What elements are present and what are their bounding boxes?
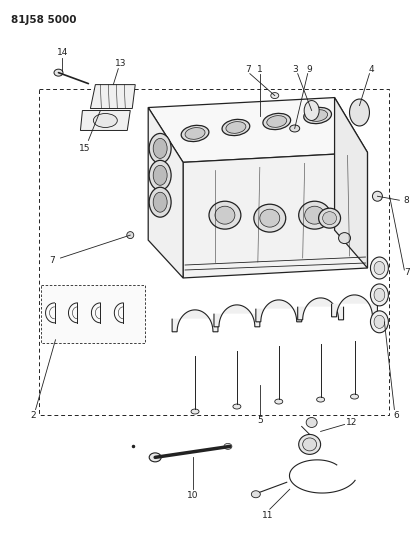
Text: 1: 1 — [256, 65, 262, 74]
Ellipse shape — [303, 107, 331, 124]
Ellipse shape — [373, 315, 384, 328]
Text: 81J58 5000: 81J58 5000 — [11, 15, 76, 25]
Ellipse shape — [304, 101, 318, 120]
Text: 2: 2 — [31, 411, 36, 420]
Ellipse shape — [322, 212, 336, 224]
Polygon shape — [214, 305, 259, 327]
Ellipse shape — [304, 206, 324, 224]
Ellipse shape — [54, 69, 63, 76]
Polygon shape — [90, 85, 135, 109]
Ellipse shape — [93, 114, 117, 127]
Ellipse shape — [149, 133, 171, 163]
Ellipse shape — [214, 206, 234, 224]
Text: 8: 8 — [403, 196, 408, 205]
Ellipse shape — [316, 397, 324, 402]
Ellipse shape — [302, 438, 316, 451]
Polygon shape — [183, 152, 367, 278]
Text: 3: 3 — [291, 65, 297, 74]
Polygon shape — [331, 295, 377, 317]
Ellipse shape — [338, 232, 350, 244]
Text: 11: 11 — [261, 511, 273, 520]
Text: 10: 10 — [187, 491, 198, 500]
Ellipse shape — [153, 165, 167, 185]
Text: 5: 5 — [256, 416, 262, 425]
Ellipse shape — [307, 110, 327, 122]
Ellipse shape — [209, 201, 240, 229]
Bar — [40, 285, 145, 343]
Ellipse shape — [370, 257, 387, 279]
Ellipse shape — [190, 409, 199, 414]
Ellipse shape — [149, 187, 171, 217]
Ellipse shape — [289, 125, 299, 132]
Text: 7: 7 — [404, 269, 409, 278]
Ellipse shape — [251, 491, 260, 498]
Text: 4: 4 — [368, 65, 373, 74]
Polygon shape — [334, 98, 367, 268]
Ellipse shape — [259, 209, 279, 227]
Ellipse shape — [223, 443, 231, 449]
Ellipse shape — [185, 127, 204, 139]
Polygon shape — [148, 98, 367, 163]
Text: 9: 9 — [306, 65, 312, 74]
Ellipse shape — [370, 311, 387, 333]
Text: 7: 7 — [244, 65, 250, 74]
Ellipse shape — [270, 93, 278, 99]
Ellipse shape — [318, 208, 340, 228]
Ellipse shape — [181, 125, 209, 142]
Ellipse shape — [153, 139, 167, 158]
Ellipse shape — [274, 399, 282, 404]
Ellipse shape — [149, 160, 171, 190]
Ellipse shape — [298, 201, 330, 229]
Ellipse shape — [225, 122, 245, 133]
Polygon shape — [297, 298, 343, 320]
Text: 12: 12 — [345, 418, 356, 427]
Bar — [38, 88, 389, 415]
Polygon shape — [172, 310, 217, 332]
Ellipse shape — [262, 114, 290, 130]
Ellipse shape — [298, 434, 320, 454]
Ellipse shape — [221, 119, 249, 135]
Text: 7: 7 — [50, 255, 55, 264]
Ellipse shape — [126, 232, 133, 239]
Ellipse shape — [306, 417, 316, 427]
Text: 15: 15 — [78, 144, 90, 153]
Polygon shape — [255, 300, 301, 322]
Polygon shape — [148, 108, 183, 278]
Polygon shape — [80, 110, 130, 131]
Text: 14: 14 — [57, 48, 68, 57]
Ellipse shape — [372, 191, 382, 201]
Ellipse shape — [350, 394, 358, 399]
Ellipse shape — [253, 204, 285, 232]
Ellipse shape — [349, 99, 368, 126]
Ellipse shape — [370, 284, 387, 306]
Ellipse shape — [373, 261, 384, 274]
Text: 6: 6 — [392, 411, 398, 420]
Ellipse shape — [266, 116, 286, 127]
Text: 13: 13 — [114, 59, 126, 68]
Ellipse shape — [233, 404, 240, 409]
Ellipse shape — [153, 192, 167, 212]
Ellipse shape — [373, 288, 384, 302]
Ellipse shape — [149, 453, 161, 462]
